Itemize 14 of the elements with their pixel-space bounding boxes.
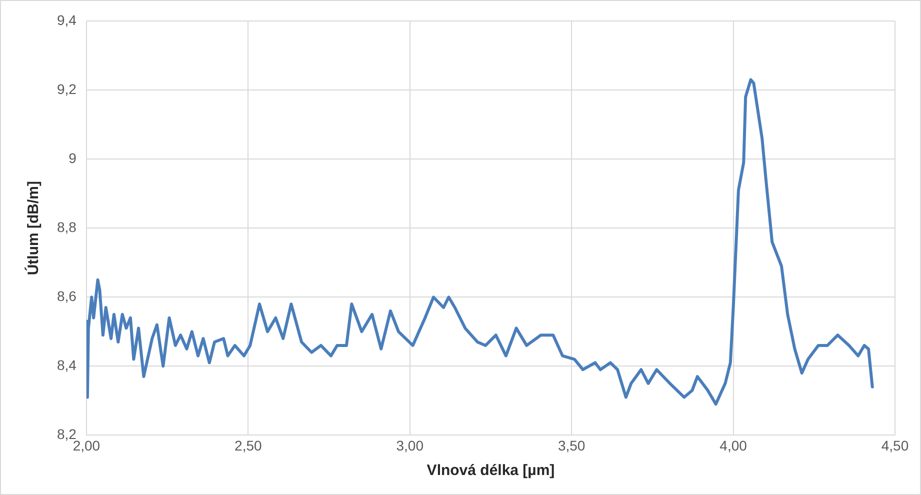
y-tick-label: 8,4	[56, 357, 77, 374]
x-axis-title: Vlnová délka [µm]	[426, 462, 555, 480]
y-tick-label: 9	[68, 150, 77, 166]
y-tick-label: 8,8	[56, 218, 77, 235]
x-tick-label: 2,00	[72, 437, 100, 454]
x-tick-label: 3,00	[396, 437, 424, 454]
x-tick-label: 4,50	[881, 437, 909, 454]
y-axis-title: Útlum [dB/m]	[24, 181, 42, 276]
y-tick-label: 9,2	[56, 80, 77, 97]
x-tick-label: 4,00	[720, 437, 748, 454]
y-tick-label: 9,4	[56, 12, 77, 28]
y-tick-label: 8,6	[56, 288, 77, 304]
x-tick-label: 2,50	[234, 437, 262, 454]
x-tick-label: 3,50	[558, 437, 586, 454]
